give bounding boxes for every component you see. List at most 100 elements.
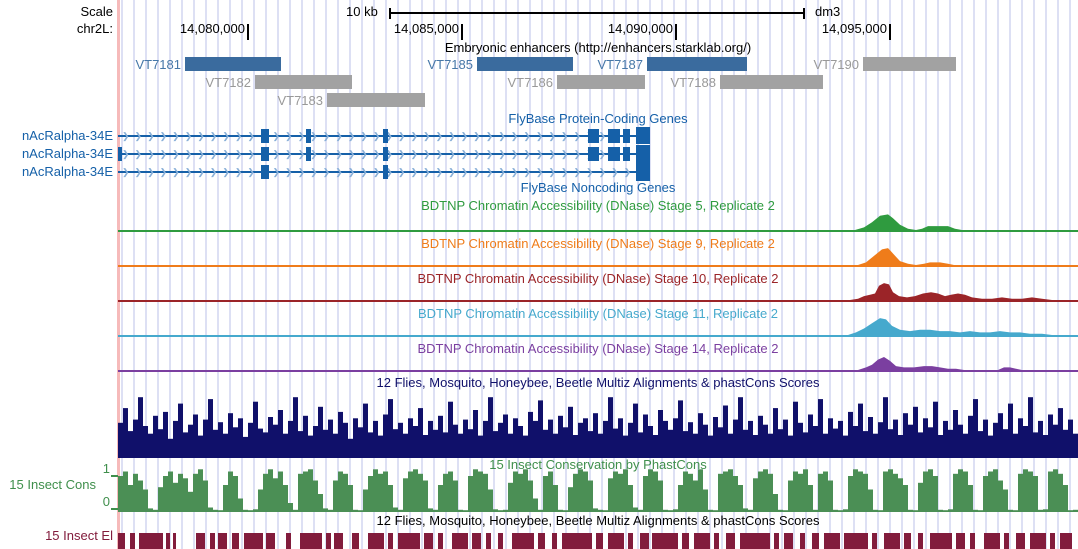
dnase-track-baseline[interactable] — [118, 265, 1078, 267]
insect-el-element[interactable] — [210, 533, 215, 549]
insect-el-element[interactable] — [173, 533, 176, 549]
dnase-track-baseline[interactable] — [118, 230, 1078, 232]
gene-exon[interactable] — [636, 145, 650, 162]
insect-el-element[interactable] — [196, 533, 205, 549]
gene-exon[interactable] — [623, 129, 630, 143]
insect-el-element[interactable] — [740, 533, 770, 549]
insect-el-element[interactable] — [682, 533, 689, 549]
gene-exon[interactable] — [383, 165, 388, 179]
dnase-track-baseline[interactable] — [118, 370, 1078, 372]
insect-el-element[interactable] — [334, 533, 343, 549]
insect-el-element[interactable] — [628, 533, 633, 549]
insect-el-element[interactable] — [918, 533, 923, 549]
enhancer-item-VT7190[interactable] — [863, 57, 956, 71]
gene-exon[interactable] — [588, 147, 599, 161]
insect-el-element[interactable] — [388, 533, 393, 549]
insect-el-element[interactable] — [326, 533, 331, 549]
gene-exon[interactable] — [636, 127, 650, 144]
insect-el-element[interactable] — [800, 533, 805, 549]
gene-exon[interactable] — [306, 129, 311, 143]
insect-el-element[interactable] — [498, 533, 503, 549]
insect-el-element[interactable] — [596, 533, 603, 549]
insect-el-element[interactable] — [452, 533, 468, 549]
insect-el-element[interactable] — [872, 533, 877, 549]
dnase-peak-signal[interactable] — [118, 247, 1078, 265]
insect-el-element[interactable] — [824, 533, 840, 549]
insect-el-element[interactable] — [139, 533, 163, 549]
gene-exon[interactable] — [608, 147, 620, 161]
gene-label[interactable]: nAcRalpha-34E — [21, 164, 113, 179]
insect-el-element[interactable] — [398, 533, 420, 549]
insect-el-element[interactable] — [812, 533, 819, 549]
insect-el-element[interactable] — [1060, 533, 1072, 549]
insect-el-element[interactable] — [956, 533, 965, 549]
insect-el-element[interactable] — [232, 533, 239, 549]
insect-el-element[interactable] — [512, 533, 534, 549]
insect-el-element[interactable] — [562, 533, 592, 549]
multiz-bars[interactable] — [118, 394, 1078, 458]
dnase-peak-signal[interactable] — [118, 352, 1078, 370]
gene-exon[interactable] — [261, 147, 269, 161]
dnase-track-title: BDTNP Chromatin Accessibility (DNase) St… — [417, 271, 779, 286]
insect-el-element[interactable] — [538, 533, 545, 549]
insect-el-element[interactable] — [486, 533, 491, 549]
insect-el-element[interactable] — [714, 533, 719, 549]
insect-el-element[interactable] — [774, 533, 779, 549]
insect-el-element[interactable] — [640, 533, 649, 549]
insect-el-element[interactable] — [438, 533, 443, 549]
insect-el-element[interactable] — [352, 533, 359, 549]
insect-el-element[interactable] — [300, 533, 322, 549]
insect-el-element[interactable] — [1004, 533, 1009, 549]
gene-exon[interactable] — [636, 162, 650, 181]
insect-el-element[interactable] — [904, 533, 911, 549]
insect-el-element[interactable] — [368, 533, 384, 549]
gene-exon[interactable] — [118, 147, 122, 161]
insect-el-element[interactable] — [218, 533, 227, 549]
insect-el-element[interactable] — [652, 533, 678, 549]
enhancer-item-VT7186[interactable] — [557, 75, 645, 89]
insect-el-element[interactable] — [694, 533, 710, 549]
enhancer-item-VT7183[interactable] — [327, 93, 425, 107]
insect-el-element[interactable] — [266, 533, 275, 549]
insect-el-element[interactable] — [1050, 533, 1055, 549]
insect-el-element[interactable] — [552, 533, 557, 549]
insect-el-element[interactable] — [166, 533, 170, 549]
enhancer-item-VT7181[interactable] — [185, 57, 281, 71]
gene-exon[interactable] — [623, 147, 630, 161]
gene-exon[interactable] — [261, 129, 269, 143]
insect-el-element[interactable] — [244, 533, 263, 549]
dnase-peak-signal[interactable] — [118, 282, 1078, 300]
insect-el-element[interactable] — [844, 533, 868, 549]
gene-exon[interactable] — [608, 129, 620, 143]
insect-el-element[interactable] — [286, 533, 291, 549]
insect-el-element[interactable] — [784, 533, 793, 549]
insect-el-element[interactable] — [930, 533, 952, 549]
insect-el-element[interactable] — [1030, 533, 1046, 549]
gene-exon[interactable] — [588, 129, 599, 143]
gene-exon[interactable] — [383, 129, 388, 143]
dnase-track-baseline[interactable] — [118, 335, 1078, 337]
conservation-bars[interactable] — [118, 467, 1078, 512]
gene-label[interactable]: nAcRalpha-34E — [21, 146, 113, 161]
insect-el-element[interactable] — [118, 533, 125, 549]
gene-exon[interactable] — [306, 147, 311, 161]
insect-el-element[interactable] — [1016, 533, 1025, 549]
insect-el-element[interactable] — [130, 533, 135, 549]
enhancer-item-VT7185[interactable] — [477, 57, 573, 71]
insect-el-element[interactable] — [608, 533, 624, 549]
dnase-peak-signal[interactable] — [118, 317, 1078, 335]
insect-el-element[interactable] — [726, 533, 735, 549]
insect-el-element[interactable] — [884, 533, 900, 549]
insect-el-element[interactable] — [984, 533, 1000, 549]
enhancer-item-VT7188[interactable] — [720, 75, 823, 89]
gene-label[interactable]: nAcRalpha-34E — [21, 128, 113, 143]
gene-exon[interactable] — [261, 165, 269, 179]
gene-exon[interactable] — [383, 147, 388, 161]
dnase-track-baseline[interactable] — [118, 300, 1078, 302]
dnase-peak-signal[interactable] — [118, 212, 1078, 230]
enhancer-item-VT7182[interactable] — [255, 75, 352, 89]
enhancer-item-VT7187[interactable] — [647, 57, 747, 71]
insect-el-element[interactable] — [970, 533, 975, 549]
insect-el-element[interactable] — [472, 533, 481, 549]
insect-el-element[interactable] — [424, 533, 433, 549]
